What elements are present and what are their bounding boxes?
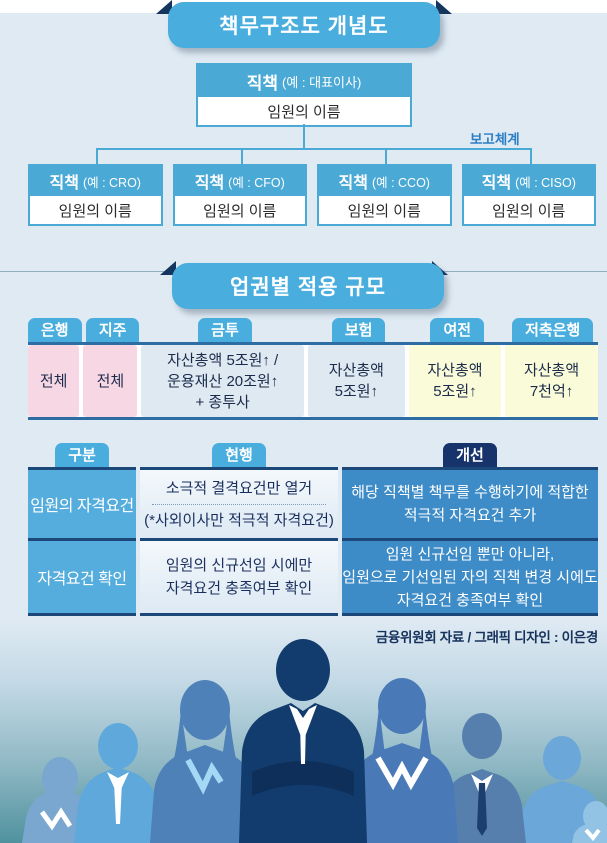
cell-current-qualification: 소극적 결격요건만 열거 (*사외이사만 적극적 자격요건): [140, 467, 338, 538]
cell-improved-qualification: 해당 직책별 책무를 수행하기에 적합한 적극적 자격요건 추가: [342, 467, 598, 538]
org-box-ciso-header: 직책 (예 : CISO): [463, 166, 594, 196]
connector-vertical-root: [303, 124, 305, 149]
current-qualification-main: 소극적 결격요건만 열거: [165, 479, 313, 497]
org-root-box: 직책 (예 : 대표이사) 임원의 이름: [196, 63, 412, 127]
tab-holding: 지주: [85, 318, 140, 342]
section-title-banner-1: 책무구조도 개념도: [168, 2, 440, 48]
connector-horizontal: [96, 148, 532, 150]
person-silhouette-center: [239, 639, 367, 843]
connector-drop-2: [241, 150, 243, 164]
tab-securities: 금투: [198, 318, 252, 342]
cell-bank: 전체: [28, 345, 80, 417]
org-box-cco-title: 직책: [338, 175, 368, 192]
org-box-ciso-title: 직책: [481, 175, 512, 192]
section-title-banner-2: 업권별 적용 규모: [172, 263, 444, 309]
credit-text: 금융위원회 자료 / 그래픽 디자인 : 이은경: [375, 630, 599, 645]
org-box-cco-example: (예 : CCO): [371, 175, 430, 190]
org-box-cro-title: 직책: [49, 175, 79, 192]
org-box-cfo-header: 직책 (예 : CFO): [174, 166, 305, 196]
org-box-cco-header: 직책 (예 : CCO): [319, 166, 450, 196]
person-silhouette-4: [438, 713, 526, 843]
report-line-label: 보고체계: [470, 132, 520, 147]
org-children-row: 직책 (예 : CRO) 임원의 이름 직책 (예 : CFO) 임원의 이름 …: [28, 164, 596, 226]
org-box-ciso-example: (예 : CISO): [515, 175, 576, 190]
cell-current-verification: 임원의 신규선임 시에만 자격요건 충족여부 확인: [140, 538, 338, 616]
current-qualification-note: (*사외이사만 적극적 자격요건): [144, 511, 334, 529]
org-root-example: (예 : 대표이사): [281, 74, 362, 90]
org-box-cro-example: (예 : CRO): [82, 175, 141, 190]
compare-row-verification: 자격요건 확인 임원의 신규선임 시에만 자격요건 충족여부 확인 임원 신규선…: [28, 538, 598, 616]
org-box-cfo: 직책 (예 : CFO) 임원의 이름: [172, 164, 307, 226]
org-box-ciso-name: 임원의 이름: [463, 196, 594, 224]
org-root-header: 직책 (예 : 대표이사): [198, 65, 410, 97]
tab-bank: 은행: [28, 318, 82, 342]
person-silhouette-7: [572, 801, 607, 843]
connector-drop-4: [530, 150, 532, 164]
section-title-2: 업권별 적용 규모: [230, 276, 386, 299]
org-box-cco: 직책 (예 : CCO) 임원의 이름: [317, 164, 452, 226]
tab-credit-finance: 여전: [430, 318, 485, 342]
connector-drop-1: [96, 150, 98, 164]
scale-table-cells: 전체 전체 자산총액 5조원↑ / 운용재산 20조원↑ + 종투사 자산총액 …: [28, 342, 598, 420]
org-root-title: 직책: [246, 73, 278, 93]
person-silhouette-5: [150, 680, 260, 843]
org-box-cco-name: 임원의 이름: [319, 196, 450, 224]
row-label-verification: 자격요건 확인: [28, 538, 136, 616]
org-box-cro-name: 임원의 이름: [30, 196, 161, 224]
org-root-name: 임원의 이름: [198, 97, 410, 125]
person-silhouette-6: [346, 678, 458, 843]
org-box-cfo-title: 직책: [194, 175, 225, 192]
tab-savings-bank: 저축은행: [512, 318, 594, 342]
scale-table: 은행 지주 금투 보험 여전 저축은행 전체 전체 자산총액 5조원↑ / 운용…: [28, 318, 598, 420]
tab-insurance: 보험: [331, 318, 386, 342]
cell-credit-finance: 자산총액 5조원↑: [408, 345, 502, 417]
org-box-ciso: 직책 (예 : CISO) 임원의 이름: [461, 164, 596, 226]
section-title-1: 책무구조도 개념도: [219, 15, 389, 38]
org-box-cro: 직책 (예 : CRO) 임원의 이름: [28, 164, 163, 226]
cell-insurance: 자산총액 5조원↑: [307, 345, 405, 417]
scale-table-tabs: 은행 지주 금투 보험 여전 저축은행: [28, 318, 598, 342]
row-label-qualification: 임원의 자격요건: [28, 467, 136, 538]
tab-category: 구분: [55, 443, 109, 467]
org-box-cfo-example: (예 : CFO): [228, 175, 285, 190]
org-box-cro-header: 직책 (예 : CRO): [30, 166, 161, 196]
dotted-divider: [151, 503, 327, 505]
cell-securities: 자산총액 5조원↑ / 운용재산 20조원↑ + 종투사: [141, 345, 304, 417]
business-people-illustration: [0, 620, 607, 843]
tab-improved: 개선: [443, 443, 497, 467]
compare-table-tabs: 구분 현행 개선: [28, 443, 598, 467]
connector-drop-3: [385, 150, 387, 164]
cell-holding: 전체: [83, 345, 138, 417]
people-silhouettes-svg: [22, 639, 607, 843]
compare-table: 구분 현행 개선 임원의 자격요건 소극적 결격요건만 열거 (*사외이사만 적…: [28, 443, 598, 616]
person-silhouette-2: [74, 723, 162, 843]
cell-improved-verification: 임원 신규선임 뿐만 아니라, 임원으로 기선임된 자의 직책 변경 시에도 자…: [342, 538, 598, 616]
compare-row-qualification: 임원의 자격요건 소극적 결격요건만 열거 (*사외이사만 적극적 자격요건) …: [28, 467, 598, 538]
tab-current: 현행: [212, 443, 266, 467]
cell-savings-bank: 자산총액 7천억↑: [505, 345, 598, 417]
org-box-cfo-name: 임원의 이름: [174, 196, 305, 224]
